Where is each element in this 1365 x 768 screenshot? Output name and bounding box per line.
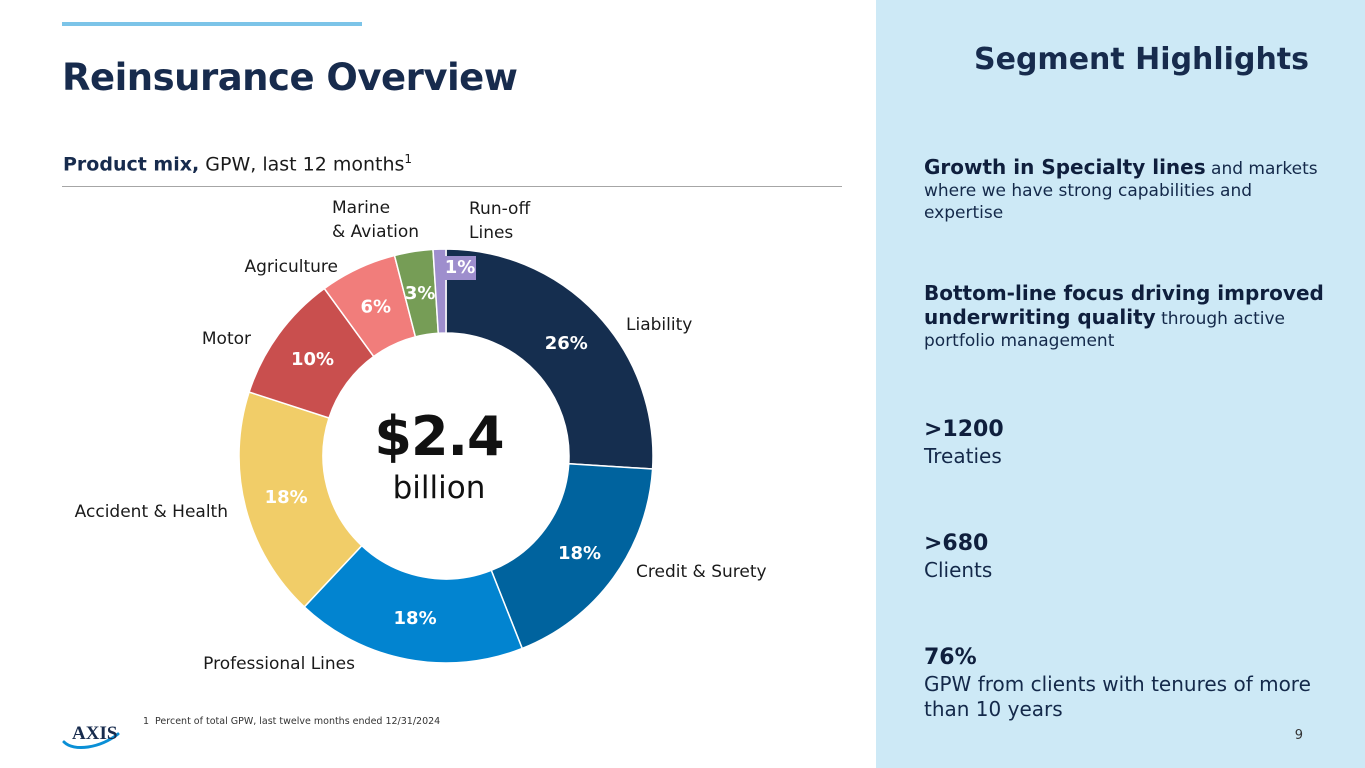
axis-logo: AXIS	[62, 723, 120, 750]
subtitle-footnote-ref: 1	[404, 152, 413, 166]
donut-center-value: $2.4	[374, 405, 504, 468]
panel-title: Segment Highlights	[974, 42, 1309, 77]
category-label: Motor	[202, 329, 251, 349]
highlight1-bold: Growth in Specialty lines	[924, 155, 1206, 179]
subtitle-bold: Product mix,	[63, 153, 200, 176]
subtitle-rest: GPW, last 12 months	[199, 153, 405, 176]
category-label: Professional Lines	[203, 654, 355, 674]
highlight-specialty-growth: Growth in Specialty lines and markets wh…	[924, 156, 1324, 224]
category-label: Run-off Lines	[469, 199, 531, 243]
category-label: Marine & Aviation	[332, 198, 419, 242]
slice-label-bg-runoff	[444, 256, 476, 280]
logo-text: AXIS	[72, 723, 117, 744]
page-number: 9	[1294, 728, 1303, 743]
category-label: Accident & Health	[75, 502, 228, 522]
footnote-number: 1	[143, 716, 150, 727]
title-accent-line	[62, 22, 362, 26]
donut-center-unit: billion	[392, 470, 486, 506]
chart-subtitle: Product mix, GPW, last 12 months1	[63, 152, 412, 175]
page-title: Reinsurance Overview	[62, 56, 518, 99]
slice-liability	[445, 248, 654, 470]
category-label: Liability	[626, 315, 692, 335]
slice-percent-label: 26%	[545, 333, 588, 354]
slice-percent-label: 1%	[445, 257, 476, 278]
stat-clients-value: >680	[924, 531, 989, 556]
slice-percent-label: 10%	[291, 349, 334, 370]
footnote-text: Percent of total GPW, last twelve months…	[155, 716, 441, 727]
highlight2-rest: through active portfolio management	[924, 309, 1285, 351]
logo-swoosh	[62, 732, 120, 750]
stat-tenure-value: 76%	[924, 645, 977, 670]
footnote: 1 Percent of total GPW, last twelve month…	[143, 716, 446, 727]
stat-treaties-value: >1200	[924, 417, 1004, 442]
slice-percent-label: 18%	[394, 608, 437, 629]
highlight2-bold: Bottom-line focus driving improved under…	[924, 281, 1324, 329]
stat-treaties-label: Treaties	[924, 444, 1002, 468]
category-label: Agriculture	[245, 257, 339, 277]
stat-tenure-label: GPW from clients with tenures of more th…	[924, 672, 1311, 721]
slice-percent-label: 18%	[265, 487, 308, 508]
category-label: Credit & Surety	[636, 562, 767, 582]
product-mix-donut-chart: 26% Liability 18% Credit & Surety 18% Profess…	[75, 198, 767, 674]
slice-run-off-lines	[432, 248, 447, 335]
stat-clients-label: Clients	[924, 558, 993, 582]
subtitle-divider	[62, 186, 842, 187]
slice-percent-label: 6%	[360, 297, 391, 318]
highlight-bottom-line: Bottom-line focus driving improved under…	[924, 282, 1324, 352]
slice-percent-label: 3%	[405, 283, 436, 304]
highlight1-rest: and markets where we have strong capabil…	[924, 159, 1318, 223]
segment-highlights-panel: Segment Highlights Growth in Specialty l…	[876, 0, 1365, 768]
slice-percent-label: 18%	[558, 543, 601, 564]
